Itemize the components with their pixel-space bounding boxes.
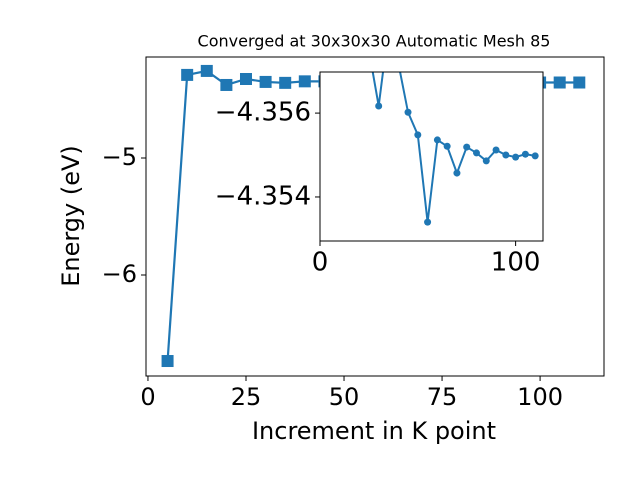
marker — [424, 218, 432, 226]
x-tick-label: 25 — [231, 383, 262, 411]
marker — [279, 76, 292, 89]
marker — [472, 149, 480, 157]
marker — [220, 78, 233, 91]
marker — [259, 75, 272, 88]
marker — [553, 76, 566, 89]
marker — [521, 150, 529, 158]
marker — [161, 355, 174, 368]
y-tick-label: −4.356 — [215, 98, 311, 128]
marker — [453, 169, 461, 177]
marker — [463, 143, 471, 151]
plot-content — [371, 72, 539, 226]
marker — [573, 76, 586, 89]
x-tick-label: 75 — [427, 383, 458, 411]
marker — [375, 102, 383, 110]
marker — [404, 108, 412, 116]
x-tick-label: 50 — [329, 383, 360, 411]
marker — [298, 75, 311, 88]
marker — [482, 157, 490, 165]
marker — [512, 153, 520, 161]
axes-frame — [319, 71, 544, 242]
marker — [531, 152, 539, 160]
marker — [414, 131, 422, 139]
chart-title: Converged at 30x30x30 Automatic Mesh 85 — [198, 32, 551, 51]
x-tick-label: 100 — [517, 383, 563, 411]
y-tick-label: −6 — [102, 260, 137, 288]
marker — [443, 142, 451, 150]
marker — [502, 151, 510, 159]
y-tick-label: −5 — [102, 143, 137, 171]
axes-frame — [145, 56, 605, 377]
inset-chart: 0 100 −4.356 −4.354 — [215, 71, 544, 278]
marker — [239, 73, 252, 85]
x-tick-label: 0 — [140, 383, 155, 411]
y-axis-label: Energy (eV) — [57, 145, 85, 287]
x-axis-label: Increment in K point — [252, 417, 496, 445]
x-tick-label: 0 — [312, 248, 329, 278]
marker — [433, 136, 441, 144]
y-tick-label: −4.354 — [215, 181, 311, 211]
marker — [181, 68, 194, 81]
marker — [492, 146, 500, 154]
marker — [200, 64, 213, 77]
x-tick-label: 100 — [491, 248, 541, 278]
